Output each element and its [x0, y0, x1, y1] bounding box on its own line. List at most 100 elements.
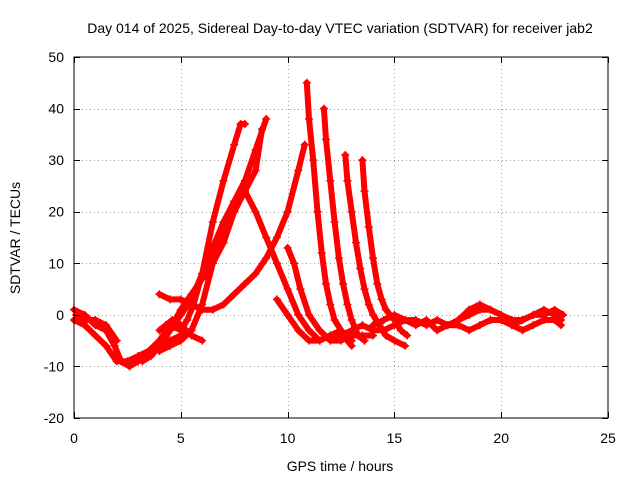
- grid: [74, 57, 608, 418]
- data-point: [347, 207, 356, 216]
- data-point: [351, 238, 360, 247]
- data-point: [364, 223, 373, 232]
- data-point: [219, 238, 228, 247]
- data-point: [176, 336, 185, 345]
- data-point: [208, 243, 217, 252]
- series-layer: [70, 78, 568, 371]
- data-point: [465, 326, 474, 335]
- data-point: [219, 300, 228, 309]
- data-point: [529, 321, 538, 330]
- data-point: [176, 310, 185, 319]
- data-point: [322, 279, 331, 288]
- data-point: [403, 331, 412, 340]
- y-tick-label: -10: [44, 358, 64, 374]
- data-point: [381, 331, 390, 340]
- data-point: [337, 331, 345, 340]
- data-point: [315, 336, 324, 345]
- data-point: [347, 341, 356, 350]
- x-tick-label: 0: [70, 430, 78, 446]
- series-trace-9: [155, 316, 207, 345]
- data-point: [390, 336, 399, 345]
- data-point: [518, 316, 527, 325]
- x-tick-label: 10: [280, 430, 296, 446]
- data-point: [155, 326, 164, 335]
- data-point: [341, 150, 350, 159]
- data-point: [304, 114, 313, 123]
- data-point: [187, 331, 196, 340]
- data-point: [486, 316, 495, 325]
- plot-frame: [73, 56, 609, 419]
- data-point: [251, 207, 260, 216]
- y-tick-label: 30: [48, 152, 64, 168]
- data-point: [251, 166, 260, 175]
- data-point: [304, 326, 313, 335]
- data-point: [240, 187, 249, 196]
- data-point: [102, 321, 111, 330]
- y-tick-label: 20: [48, 204, 64, 220]
- data-point: [358, 156, 367, 165]
- series-line: [342, 152, 409, 349]
- data-point: [272, 233, 281, 242]
- y-tick-label: 10: [48, 255, 64, 271]
- data-point: [283, 207, 292, 216]
- data-point: [272, 295, 281, 304]
- data-point: [262, 233, 271, 242]
- data-point: [313, 207, 322, 216]
- data-point: [290, 259, 299, 268]
- data-point: [334, 254, 343, 263]
- series-trace-17: [369, 305, 568, 335]
- data-point: [379, 326, 388, 335]
- data-point: [356, 264, 365, 273]
- data-point: [326, 300, 335, 309]
- data-point: [326, 336, 335, 345]
- data-point: [396, 326, 405, 335]
- data-point: [91, 331, 100, 340]
- data-point: [219, 176, 228, 185]
- data-point: [294, 310, 303, 319]
- data-point: [116, 357, 125, 366]
- ticks: 0 5 10 15 20 25 -20 -10 0 10 20 30 40 50: [44, 49, 616, 446]
- data-point: [138, 357, 147, 366]
- data-point: [198, 269, 207, 278]
- x-tick-label: 5: [177, 430, 185, 446]
- data-point: [326, 176, 335, 185]
- data-point: [309, 156, 318, 165]
- data-point: [315, 326, 324, 335]
- data-point: [559, 310, 568, 319]
- data-point: [230, 140, 239, 149]
- data-point: [262, 254, 271, 263]
- data-point: [91, 316, 100, 325]
- data-point: [155, 290, 164, 299]
- data-point: [319, 104, 328, 113]
- data-point: [358, 321, 367, 330]
- data-point: [110, 341, 119, 350]
- data-point: [251, 269, 260, 278]
- x-tick-label: 25: [600, 430, 616, 446]
- data-point: [390, 321, 399, 330]
- data-point: [507, 321, 516, 330]
- data-point: [198, 336, 207, 345]
- data-point: [112, 336, 121, 345]
- data-point: [80, 321, 89, 330]
- data-point: [72, 310, 81, 319]
- data-point: [343, 336, 352, 345]
- data-point: [330, 218, 339, 227]
- data-point: [294, 166, 303, 175]
- data-point: [155, 341, 164, 350]
- data-point: [330, 316, 339, 325]
- data-point: [317, 248, 326, 257]
- series-trace-8: [155, 140, 309, 314]
- data-point: [304, 310, 313, 319]
- data-point: [343, 176, 352, 185]
- data-point: [557, 321, 566, 330]
- data-point: [176, 295, 185, 304]
- data-point: [369, 310, 378, 319]
- data-point: [529, 310, 538, 319]
- data-point: [300, 140, 309, 149]
- data-point: [433, 326, 442, 335]
- series-trace-14: [341, 150, 410, 350]
- data-point: [443, 321, 452, 330]
- y-axis-label: SDTVAR / TECUs: [7, 182, 23, 294]
- data-point: [262, 114, 271, 123]
- data-point: [379, 316, 388, 325]
